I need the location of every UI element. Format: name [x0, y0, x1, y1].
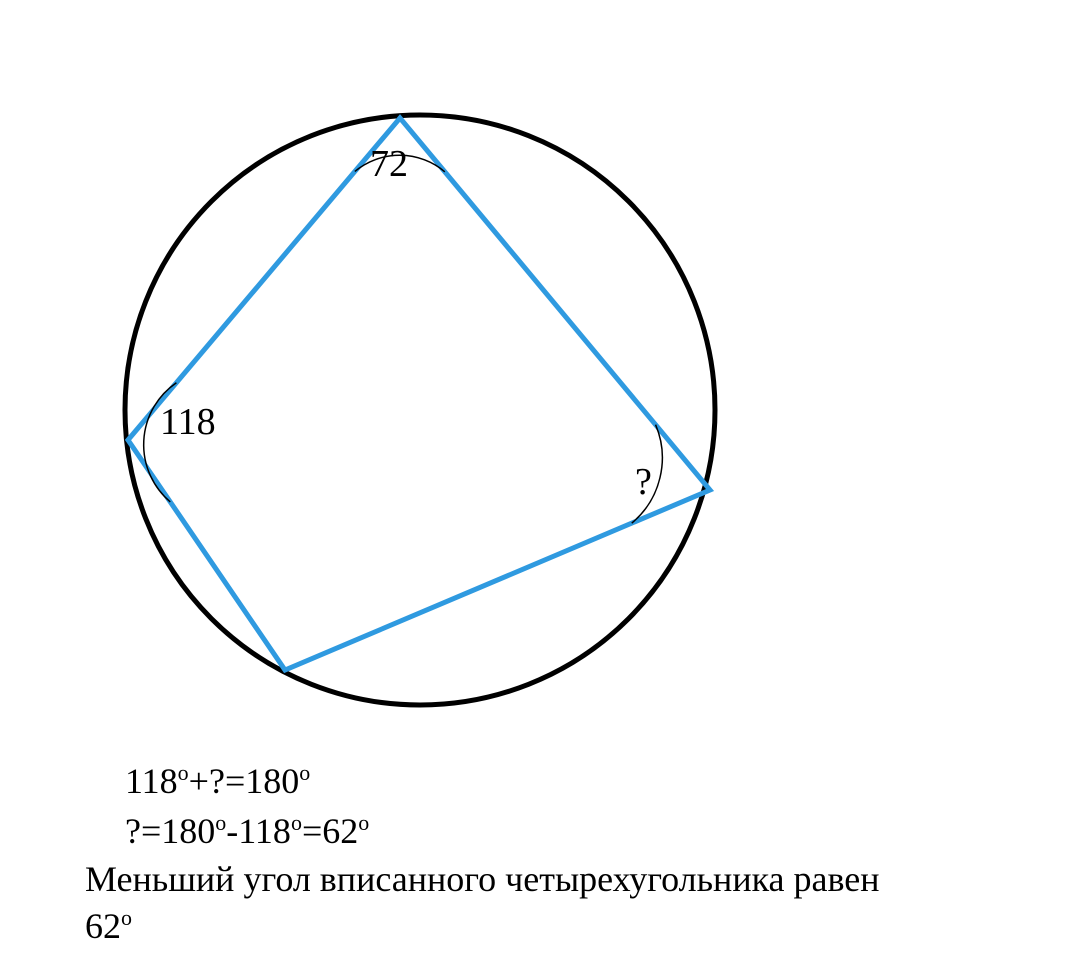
right-angle-label: ? — [635, 460, 652, 504]
degree-symbol: о — [299, 760, 310, 785]
degree-symbol: о — [178, 760, 189, 785]
question-equals-180: ?=180 — [125, 811, 215, 851]
solution-line-3: Меньший угол вписанного четырехугольника… — [85, 858, 880, 900]
minus-118: -118 — [226, 811, 291, 851]
degree-symbol: о — [121, 905, 132, 930]
degree-symbol: о — [291, 810, 302, 835]
top-angle-label: 72 — [370, 142, 408, 186]
geometry-diagram: 72 118 ? — [100, 90, 740, 730]
degree-symbol: о — [215, 810, 226, 835]
solution-line-1: 118о+?=180о — [125, 760, 310, 802]
equals-180: +?=180 — [189, 761, 300, 801]
solution-line-2: ?=180о-118о=62о — [125, 810, 369, 852]
degree-symbol: о — [358, 810, 369, 835]
left-angle-label: 118 — [160, 400, 216, 444]
answer-62: 62 — [85, 906, 121, 946]
equals-62: =62 — [302, 811, 358, 851]
solution-line-4: 62о — [85, 905, 132, 947]
angle-118: 118 — [125, 761, 178, 801]
